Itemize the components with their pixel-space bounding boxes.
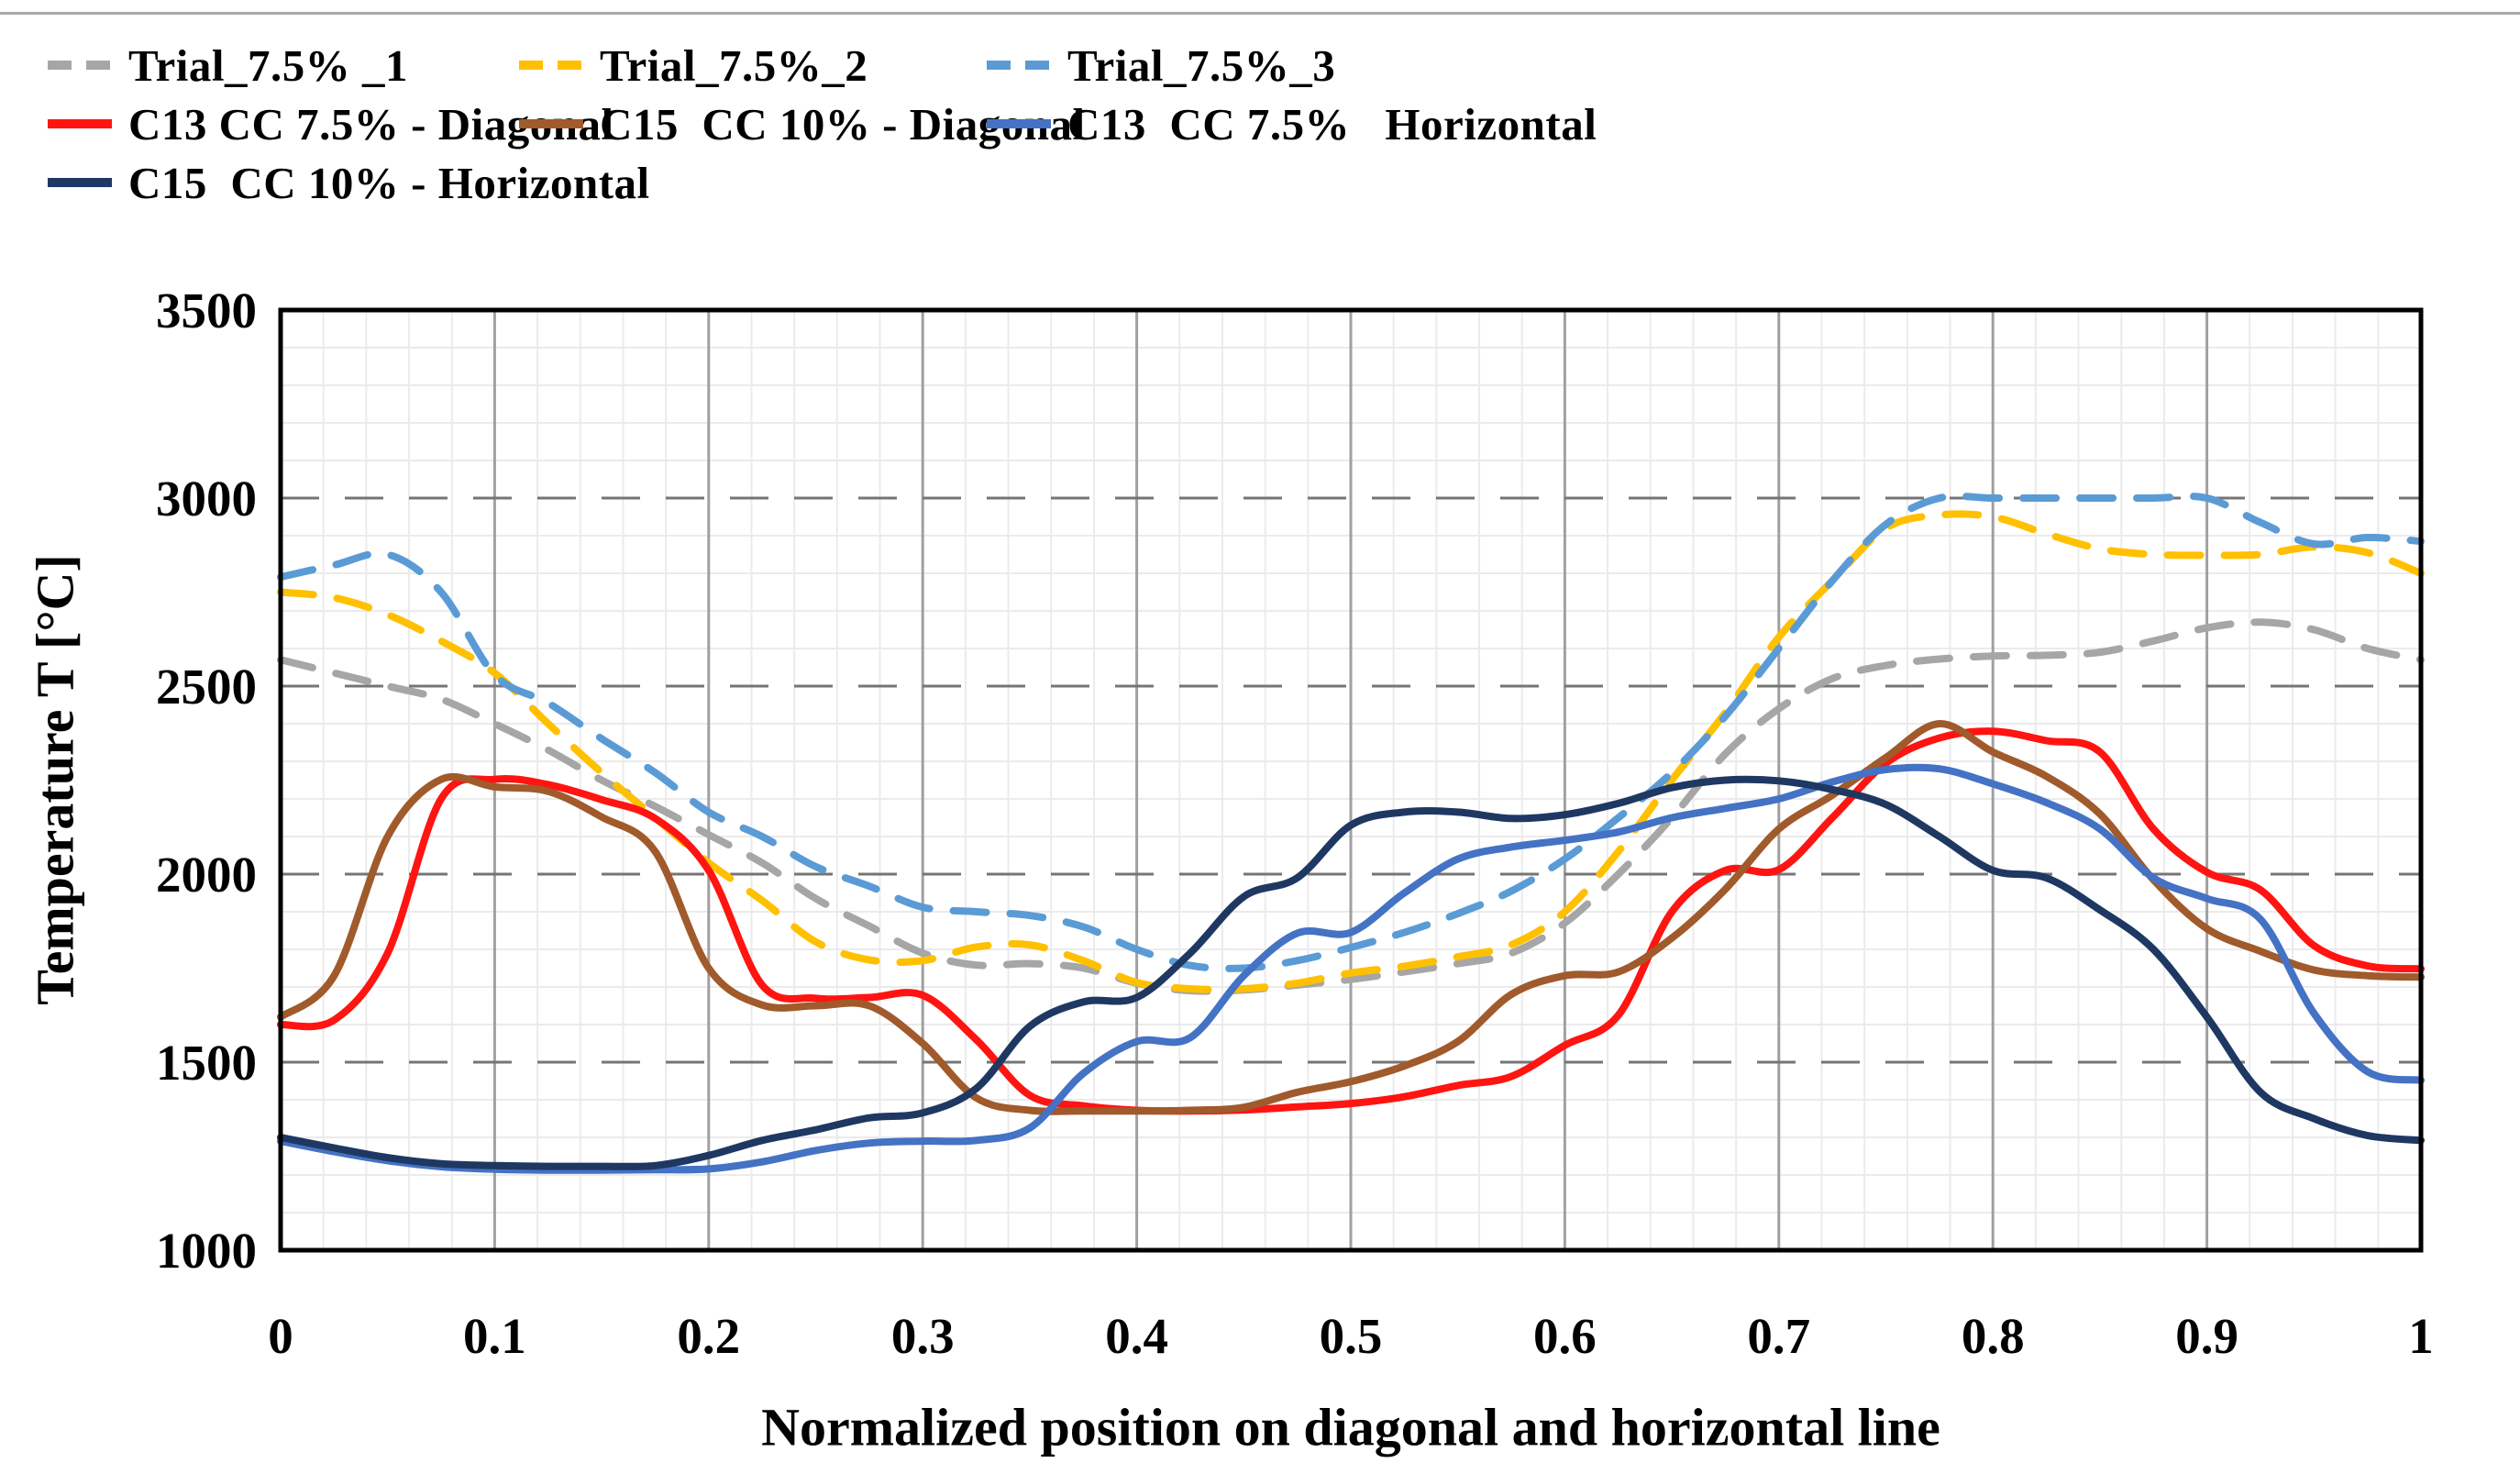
series-line-c13-cc-7.5-diagonal (277, 727, 2425, 1115)
series-line-c13-cc-7.5-horizontal (277, 763, 2425, 1174)
legend-marker-dashed-gray-icon (48, 61, 112, 70)
y-tick-label: 2500 (156, 659, 257, 715)
legend-item-trial-2: Trial_7.5%_2 (515, 39, 868, 92)
y-tick-label: 3000 (156, 471, 257, 526)
legend-item-trial-3: Trial_7.5%_3 (983, 39, 1335, 92)
x-tick-label: 0.9 (2175, 1308, 2238, 1364)
legend-marker-dashed-yellow-icon (519, 61, 583, 70)
x-tick-label: 0.3 (891, 1308, 955, 1364)
x-tick-label: 0.4 (1105, 1308, 1168, 1364)
y-tick-label: 1500 (156, 1035, 257, 1091)
series-line-c15-cc-10-diagonal (277, 720, 2425, 1115)
legend-label: C15 CC 10% - Horizontal (128, 157, 650, 208)
chart-legend: Trial_7.5% _1 Trial_7.5%_2 Trial_7.5%_3 … (0, 0, 2520, 220)
x-tick-label: 0.7 (1747, 1308, 1810, 1364)
legend-marker-solid-royalblue-icon (987, 119, 1051, 128)
x-tick-label: 0 (268, 1308, 293, 1364)
legend-marker-solid-red-icon (48, 119, 112, 128)
legend-item-c13-horizontal: C13 CC 7.5% Horizontal (983, 97, 1597, 150)
series-line-trial-7.5-2 (277, 510, 2425, 993)
series-line-trial-7.5-3 (277, 492, 2425, 972)
legend-label: Trial_7.5%_3 (1067, 39, 1336, 91)
x-tick-label: 0.2 (677, 1308, 740, 1364)
legend-item-c15-horizontal: C15 CC 10% - Horizontal (44, 156, 650, 209)
major-horizontal-gridlines (281, 496, 2421, 1064)
x-tick-label: 0.8 (1962, 1308, 2025, 1364)
legend-marker-solid-brown-icon (519, 119, 583, 128)
x-tick-label: 0.5 (1320, 1308, 1383, 1364)
series-line-c15-cc-10-horizontal (277, 775, 2425, 1170)
legend-label: Trial_7.5% _1 (128, 39, 409, 91)
y-tick-label: 3500 (156, 283, 257, 338)
legend-marker-solid-navy-icon (48, 178, 112, 187)
y-tick-label: 1000 (156, 1223, 257, 1279)
legend-label: Trial_7.5%_2 (600, 39, 868, 91)
legend-item-c13-diagonal: C13 CC 7.5% - Diagonal (44, 97, 614, 150)
x-tick-label: 0.1 (463, 1308, 526, 1364)
legend-marker-dashed-blue-icon (987, 61, 1051, 70)
legend-label: C13 CC 7.5% Horizontal (1067, 98, 1597, 150)
x-axis-title: Normalized position on diagonal and hori… (761, 1397, 1940, 1457)
series-line-trial-7.5-1 (277, 618, 2425, 995)
x-tick-label: 0.6 (1533, 1308, 1597, 1364)
top-divider-line (0, 12, 2520, 15)
legend-item-trial-1: Trial_7.5% _1 (44, 39, 408, 92)
plot-border (278, 307, 2424, 1253)
x-tick-label: 1 (2408, 1308, 2434, 1364)
legend-label: C13 CC 7.5% - Diagonal (128, 98, 614, 150)
y-tick-label: 2000 (156, 847, 257, 903)
